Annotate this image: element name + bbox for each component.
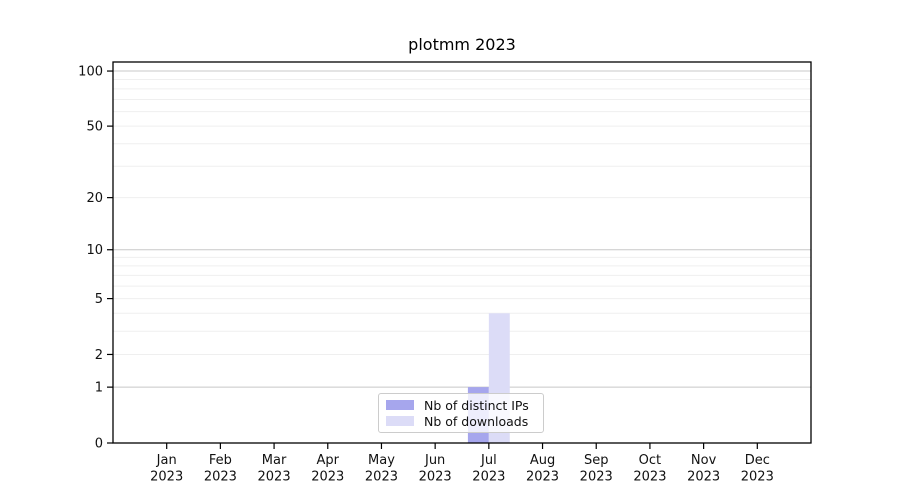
x-tick-label-nov-2023: Nov 2023 <box>687 453 720 485</box>
x-tick-label-oct-2023: Oct 2023 <box>633 453 666 485</box>
y-tick-label-0: 0 <box>95 437 103 452</box>
y-tick-label-5: 5 <box>95 292 103 307</box>
y-tick-label-50: 50 <box>86 120 103 135</box>
grid-layer <box>113 70 811 388</box>
x-tick-label-sep-2023: Sep 2023 <box>580 453 613 485</box>
x-tick-label-mar-2023: Mar 2023 <box>258 453 291 485</box>
y-tick-label-10: 10 <box>86 243 103 258</box>
legend-swatch-downloads <box>386 416 414 426</box>
x-tick-label-jun-2023: Jun 2023 <box>419 453 452 485</box>
legend-label-downloads: Nb of downloads <box>424 413 529 429</box>
legend-item-distinct-ips: Nb of distinct IPs <box>386 397 537 413</box>
x-tick-label-dec-2023: Dec 2023 <box>741 453 774 485</box>
x-tick-label-apr-2023: Apr 2023 <box>311 453 344 485</box>
y-tick-label-100: 100 <box>78 65 103 80</box>
legend-label-distinct-ips: Nb of distinct IPs <box>424 397 529 413</box>
y-tick-label-1: 1 <box>95 381 103 396</box>
x-tick-label-jan-2023: Jan 2023 <box>150 453 183 485</box>
x-tick-label-jul-2023: Jul 2023 <box>472 453 505 485</box>
x-tick-label-may-2023: May 2023 <box>365 453 398 485</box>
axis-layer: 0 1 2 5 10 20 50 100 Jan 2023 Feb 2023 Mar 2023 Apr 202… <box>78 61 812 485</box>
legend-item-downloads: Nb of downloads <box>386 413 537 429</box>
chart-title: plotmm 2023 <box>408 35 516 54</box>
plot-frame <box>112 61 812 444</box>
x-tick-label-aug-2023: Aug 2023 <box>526 453 559 485</box>
x-tick-label-feb-2023: Feb 2023 <box>204 453 237 485</box>
legend: Nb of distinct IPs Nb of downloads <box>378 393 544 433</box>
y-tick-label-20: 20 <box>86 191 103 206</box>
legend-swatch-distinct-ips <box>386 400 414 410</box>
y-tick-label-2: 2 <box>95 348 103 363</box>
